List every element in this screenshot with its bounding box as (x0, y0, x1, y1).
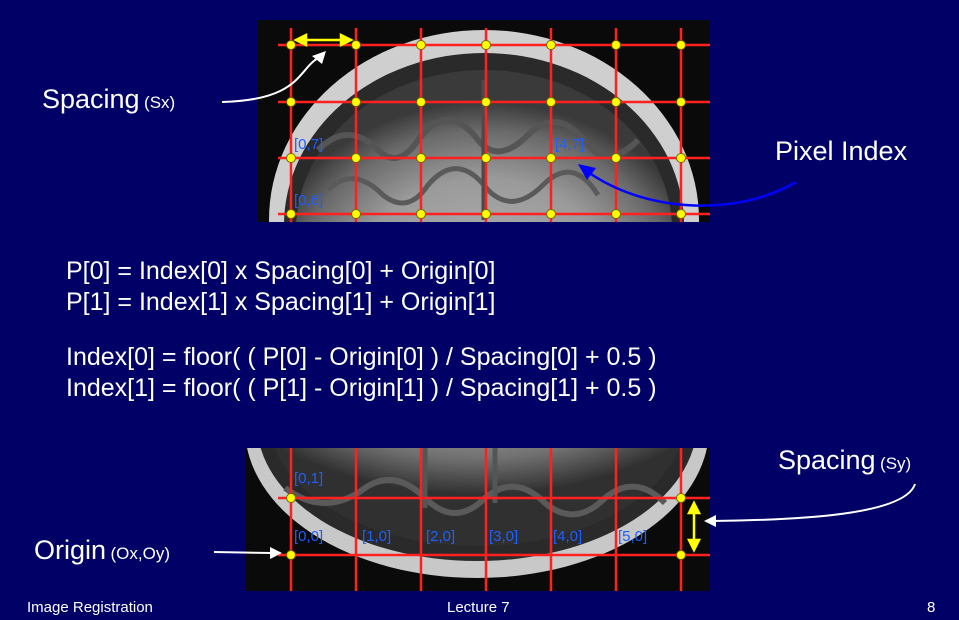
spacing-sx-label: Spacing (Sx) (42, 84, 175, 115)
spacing-sx-arrow (221, 51, 326, 103)
index-label-5-0: [5,0] (618, 528, 648, 545)
pixel-index-arrow (578, 164, 797, 207)
bottom-grid-nodes (286, 493, 686, 560)
pixel-index-label: Pixel Index (775, 136, 908, 166)
index-label-0-0: [0,0] (294, 528, 324, 545)
footer-course-title: Image Registration (27, 599, 153, 616)
origin-arrow (213, 547, 282, 559)
index-label-3-0: [3,0] (489, 528, 519, 545)
index-label-2-0: [2,0] (426, 528, 456, 545)
equation-p0: P[0] = Index[0] x Spacing[0] + Origin[0] (66, 257, 496, 285)
index-label-0-7: [0,7] (294, 136, 324, 153)
spacing-sy-label: Spacing (Sy) (778, 445, 911, 476)
index-label-0-6: [0,6] (294, 192, 324, 209)
index-label-0-1: [0,1] (294, 470, 324, 487)
top-grid-lines (278, 28, 710, 222)
sx-double-arrow (293, 32, 354, 48)
equation-index1: Index[1] = floor( ( P[1] - Origin[1] ) /… (66, 374, 657, 402)
top-grid-nodes (286, 40, 686, 219)
sy-double-arrow (686, 500, 702, 553)
index-label-4-0: [4,0] (553, 528, 583, 545)
bottom-grid-lines (278, 448, 710, 591)
origin-text: Origin (34, 535, 107, 565)
spacing-sy-sub: (Sy) (880, 454, 912, 473)
footer-page-number: 8 (927, 599, 936, 616)
spacing-sx-text: Spacing (42, 84, 140, 114)
equation-p1: P[1] = Index[1] x Spacing[1] + Origin[1] (66, 288, 496, 316)
origin-sub: (Ox,Oy) (110, 544, 170, 563)
spacing-sy-arrow (704, 483, 916, 527)
footer-lecture: Lecture 7 (447, 599, 510, 616)
spacing-sy-text: Spacing (778, 445, 876, 475)
spacing-sx-sub: (Sx) (144, 93, 176, 112)
equation-index0: Index[0] = floor( ( P[0] - Origin[0] ) /… (66, 343, 657, 371)
index-label-4-7: [4,7] (555, 136, 585, 153)
index-label-1-0: [1,0] (362, 528, 392, 545)
origin-label: Origin (Ox,Oy) (34, 535, 170, 566)
